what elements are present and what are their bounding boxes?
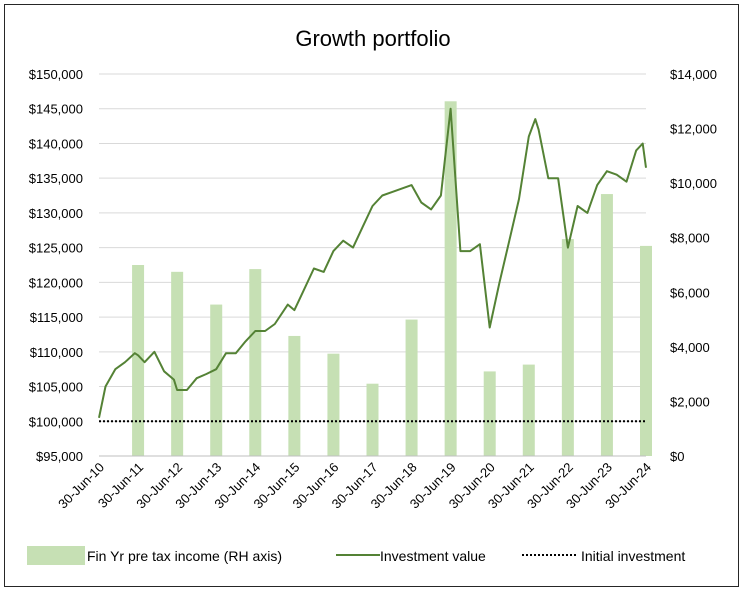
y-left-tick-label: $135,000 bbox=[29, 171, 83, 186]
left-axis: $95,000 $100,000 $105,000 $110,000 $115,000 $… bbox=[29, 67, 83, 464]
y-left-tick-label: $145,000 bbox=[29, 102, 83, 117]
chart-frame bbox=[4, 4, 739, 587]
income-bar bbox=[444, 101, 457, 457]
income-bar bbox=[171, 271, 184, 456]
income-bar bbox=[249, 269, 262, 456]
y-left-tick-label: $110,000 bbox=[30, 345, 83, 360]
income-bar bbox=[561, 239, 574, 456]
y-left-tick-label: $120,000 bbox=[29, 275, 83, 290]
x-axis: 30-Jun-1030-Jun-1130-Jun-1230-Jun-1330-J… bbox=[55, 455, 654, 512]
y-right-tick-label: $4,000 bbox=[670, 340, 710, 355]
y-right-tick-label: $2,000 bbox=[670, 394, 710, 409]
investment-value-line bbox=[98, 107, 647, 419]
income-bar bbox=[288, 335, 301, 456]
income-bar bbox=[600, 194, 613, 457]
right-axis: $0 $2,000 $4,000 $6,000 $8,000 $10,000 $12,000… bbox=[670, 67, 717, 464]
y-right-tick-label: $8,000 bbox=[670, 231, 710, 246]
y-left-tick-label: $105,000 bbox=[29, 380, 83, 395]
y-left-tick-label: $95,000 bbox=[36, 449, 83, 464]
income-bar bbox=[405, 319, 418, 456]
line-series bbox=[98, 107, 647, 423]
legend-swatch-income bbox=[27, 546, 85, 565]
y-left-tick-label: $115,000 bbox=[30, 310, 83, 325]
income-bar bbox=[483, 371, 496, 456]
income-bar bbox=[132, 265, 145, 456]
y-right-tick-label: $0 bbox=[670, 449, 684, 464]
legend: Fin Yr pre tax income (RH axis) Investme… bbox=[27, 546, 685, 565]
y-left-tick-label: $140,000 bbox=[29, 136, 83, 151]
income-bar bbox=[522, 364, 535, 456]
legend-label-investment: Investment value bbox=[380, 548, 486, 564]
income-bar bbox=[327, 353, 340, 456]
legend-label-initial: Initial investment bbox=[581, 548, 685, 564]
income-bars bbox=[132, 101, 652, 457]
y-left-tick-label: $100,000 bbox=[29, 414, 83, 429]
legend-label-income: Fin Yr pre tax income (RH axis) bbox=[87, 548, 282, 564]
y-right-tick-label: $6,000 bbox=[670, 285, 710, 300]
y-left-tick-label: $130,000 bbox=[29, 206, 83, 221]
y-right-tick-label: $10,000 bbox=[670, 176, 717, 191]
income-bar bbox=[366, 383, 379, 456]
y-right-tick-label: $12,000 bbox=[670, 122, 717, 137]
y-left-tick-label: $150,000 bbox=[29, 67, 83, 82]
income-bar bbox=[210, 304, 223, 456]
y-right-tick-label: $14,000 bbox=[670, 67, 717, 82]
chart-title: Growth portfolio bbox=[295, 26, 450, 51]
income-bar bbox=[640, 245, 652, 456]
y-left-tick-label: $125,000 bbox=[29, 241, 83, 256]
